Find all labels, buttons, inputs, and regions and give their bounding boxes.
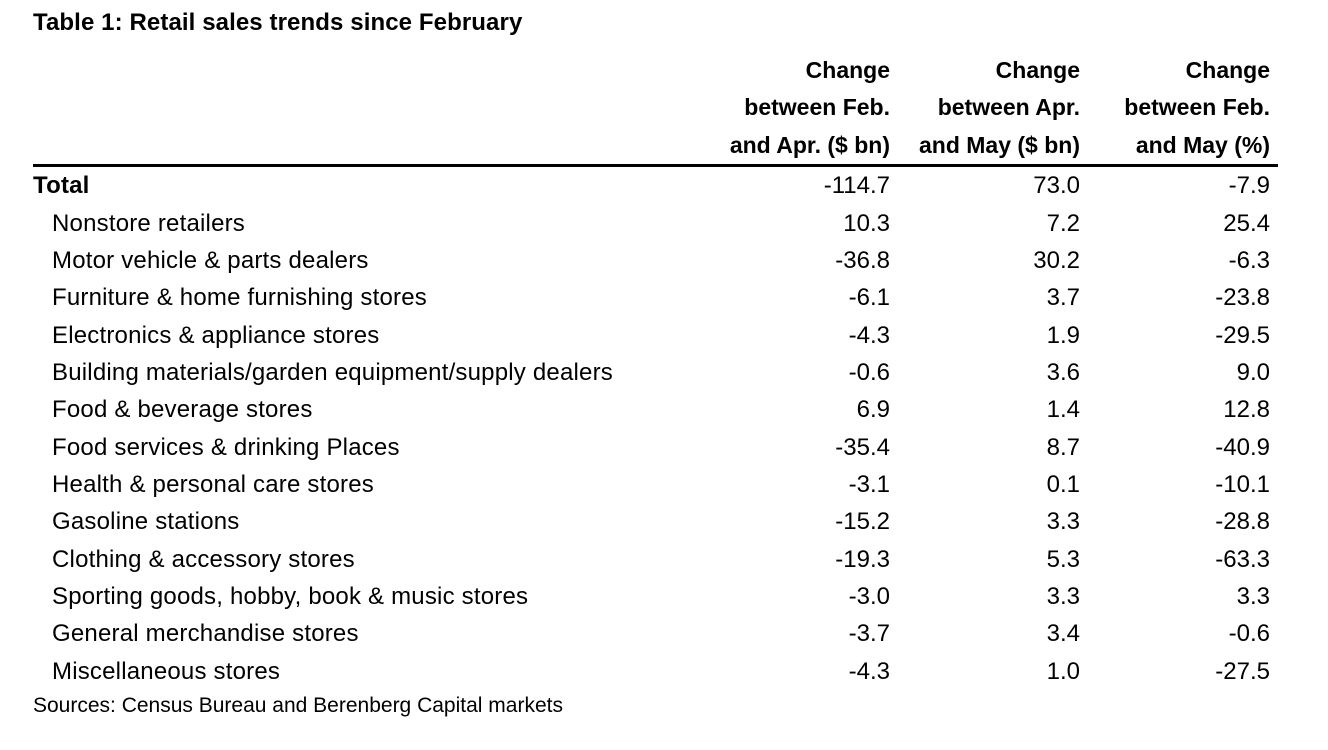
row-value: -27.5 bbox=[1215, 657, 1270, 685]
header-line: Change bbox=[1185, 57, 1270, 83]
table-row: General merchandise stores -3.7 3.4 -0.6 bbox=[33, 615, 1278, 652]
row-value: 1.0 bbox=[1046, 657, 1080, 685]
header-col-feb-may-pct: Change between Feb. and May (%) bbox=[1080, 52, 1270, 164]
table-row: Motor vehicle & parts dealers -36.8 30.2… bbox=[33, 242, 1278, 279]
row-label: Miscellaneous stores bbox=[52, 657, 281, 685]
table-row: Food & beverage stores 6.9 1.4 12.8 bbox=[33, 391, 1278, 428]
table-title: Table 1: Retail sales trends since Febru… bbox=[33, 9, 523, 36]
row-label: Furniture & home furnishing stores bbox=[52, 284, 427, 312]
row-value: -3.1 bbox=[848, 470, 890, 498]
row-value: 30.2 bbox=[1033, 246, 1080, 274]
row-value: -29.5 bbox=[1215, 321, 1270, 349]
table-figure: Table 1: Retail sales trends since Febru… bbox=[33, 0, 1278, 721]
table-header-row: Change between Feb. and Apr. ($ bn) Chan… bbox=[33, 52, 1278, 168]
row-value: 10.3 bbox=[843, 209, 890, 237]
row-label: Health & personal care stores bbox=[52, 470, 374, 498]
row-value: 8.7 bbox=[1046, 433, 1080, 461]
header-line: and May ($ bn) bbox=[918, 131, 1080, 158]
header-line: Change bbox=[995, 57, 1080, 83]
row-label: Electronics & appliance stores bbox=[52, 321, 380, 349]
row-value: 3.7 bbox=[1046, 284, 1080, 312]
source-note: Sources: Census Bureau and Berenberg Cap… bbox=[33, 693, 563, 717]
row-value: 9.0 bbox=[1236, 358, 1270, 386]
row-label: Sporting goods, hobby, book & music stor… bbox=[52, 582, 529, 610]
row-value: -15.2 bbox=[835, 508, 890, 536]
row-value: -36.8 bbox=[835, 246, 890, 274]
header-col-feb-apr: Change between Feb. and Apr. ($ bn) bbox=[700, 52, 890, 164]
row-label: General merchandise stores bbox=[52, 620, 359, 648]
header-line: and May (%) bbox=[1135, 131, 1270, 158]
row-value: 6.9 bbox=[856, 396, 890, 424]
table-row: Miscellaneous stores -4.3 1.0 -27.5 bbox=[33, 653, 1278, 690]
row-value: -3.0 bbox=[848, 582, 890, 610]
row-value: -7.9 bbox=[1228, 172, 1270, 200]
table-row: Food services & drinking Places -35.4 8.… bbox=[33, 429, 1278, 466]
header-col-apr-may: Change between Apr. and May ($ bn) bbox=[890, 52, 1080, 164]
row-value: -4.3 bbox=[848, 321, 890, 349]
row-label: Gasoline stations bbox=[52, 508, 240, 536]
table-row: Health & personal care stores -3.1 0.1 -… bbox=[33, 466, 1278, 503]
table-row: Electronics & appliance stores -4.3 1.9 … bbox=[33, 317, 1278, 354]
table-row: Nonstore retailers 10.3 7.2 25.4 bbox=[33, 205, 1278, 242]
table-row: Sporting goods, hobby, book & music stor… bbox=[33, 578, 1278, 615]
table-row: Total -114.7 73.0 -7.9 bbox=[33, 167, 1278, 204]
row-value: -28.8 bbox=[1215, 508, 1270, 536]
row-label: Clothing & accessory stores bbox=[52, 545, 355, 573]
header-spacer bbox=[33, 52, 700, 164]
table-row: Clothing & accessory stores -19.3 5.3 -6… bbox=[33, 541, 1278, 578]
row-value: 0.1 bbox=[1046, 470, 1080, 498]
row-value: -0.6 bbox=[1228, 620, 1270, 648]
row-value: -10.1 bbox=[1215, 470, 1270, 498]
row-value: -63.3 bbox=[1215, 545, 1270, 573]
row-value: 3.6 bbox=[1046, 358, 1080, 386]
row-value: -23.8 bbox=[1215, 284, 1270, 312]
row-label: Food services & drinking Places bbox=[52, 433, 400, 461]
row-value: -4.3 bbox=[848, 657, 890, 685]
row-value: -35.4 bbox=[835, 433, 890, 461]
row-value: 25.4 bbox=[1223, 209, 1270, 237]
row-value: 3.3 bbox=[1046, 508, 1080, 536]
row-label: Food & beverage stores bbox=[52, 396, 313, 424]
row-value: -6.3 bbox=[1228, 246, 1270, 274]
table-body: Total -114.7 73.0 -7.9 Nonstore retailer… bbox=[33, 167, 1278, 690]
row-value: -19.3 bbox=[835, 545, 890, 573]
header-line: and Apr. ($ bn) bbox=[729, 131, 890, 158]
header-line: between Apr. bbox=[937, 94, 1080, 121]
header-line: between Feb. bbox=[1124, 94, 1270, 121]
row-label: Motor vehicle & parts dealers bbox=[52, 246, 369, 274]
row-value: 3.3 bbox=[1046, 582, 1080, 610]
row-value: -6.1 bbox=[848, 284, 890, 312]
row-value: 1.4 bbox=[1046, 396, 1080, 424]
row-value: 3.3 bbox=[1236, 582, 1270, 610]
row-value: -3.7 bbox=[848, 620, 890, 648]
table-row: Building materials/garden equipment/supp… bbox=[33, 354, 1278, 391]
row-value: -40.9 bbox=[1215, 433, 1270, 461]
row-value: 73.0 bbox=[1033, 172, 1080, 200]
row-label: Building materials/garden equipment/supp… bbox=[52, 358, 613, 386]
table-row: Furniture & home furnishing stores -6.1 … bbox=[33, 279, 1278, 316]
table-row: Gasoline stations -15.2 3.3 -28.8 bbox=[33, 503, 1278, 540]
row-value: 12.8 bbox=[1223, 396, 1270, 424]
header-line: between Feb. bbox=[744, 94, 890, 121]
row-value: 1.9 bbox=[1046, 321, 1080, 349]
row-value: -114.7 bbox=[823, 172, 890, 200]
header-line: Change bbox=[805, 57, 890, 83]
row-value: -0.6 bbox=[848, 358, 890, 386]
row-label: Nonstore retailers bbox=[52, 209, 246, 237]
row-value: 7.2 bbox=[1046, 209, 1080, 237]
row-label: Total bbox=[33, 172, 90, 200]
row-value: 5.3 bbox=[1046, 545, 1080, 573]
row-value: 3.4 bbox=[1046, 620, 1080, 648]
